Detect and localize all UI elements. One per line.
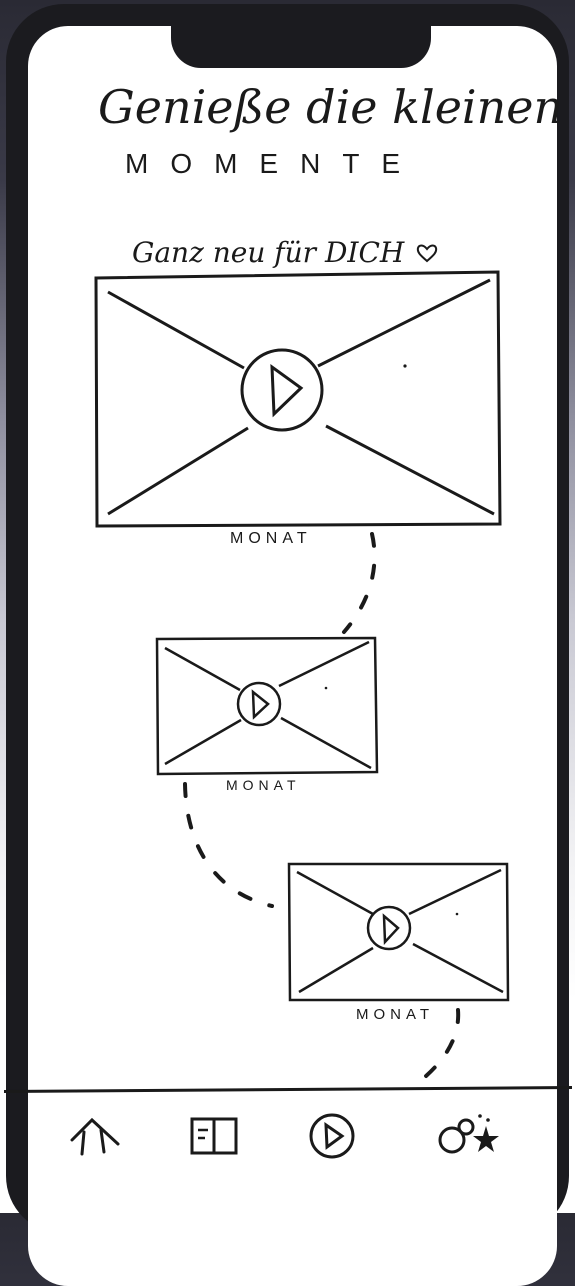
page-subtitle: MOMENTE (125, 148, 423, 179)
video-card-3[interactable] (287, 862, 511, 1004)
section-title-text: Ganz neu für DICH (132, 236, 405, 269)
phone-frame (6, 4, 569, 1286)
video-caption-3: MONAT (356, 1006, 435, 1023)
profile-star-icon (438, 1114, 499, 1154)
play-button-1[interactable] (240, 348, 324, 432)
home-icon (70, 1117, 120, 1156)
nav-book[interactable] (190, 1116, 240, 1156)
book-icon (190, 1117, 238, 1155)
video-card-1[interactable] (94, 270, 502, 528)
video-caption-2: MONAT (226, 777, 301, 793)
section-title: Ganz neu für DICH (132, 236, 438, 269)
nav-home[interactable] (68, 1114, 124, 1156)
heart-icon (417, 244, 438, 262)
nav-play[interactable] (308, 1112, 356, 1160)
play-icon (309, 1113, 355, 1159)
video-card-2[interactable] (155, 636, 379, 776)
play-button-3[interactable] (366, 905, 412, 951)
timeline-path (183, 532, 461, 1078)
phone-screen (28, 26, 557, 1286)
phone-notch (171, 8, 431, 68)
video-caption-1: MONAT (230, 530, 312, 547)
page-title: Genieße die kleinen (98, 80, 564, 134)
play-button-2[interactable] (236, 681, 282, 727)
nav-profile[interactable] (436, 1110, 506, 1158)
